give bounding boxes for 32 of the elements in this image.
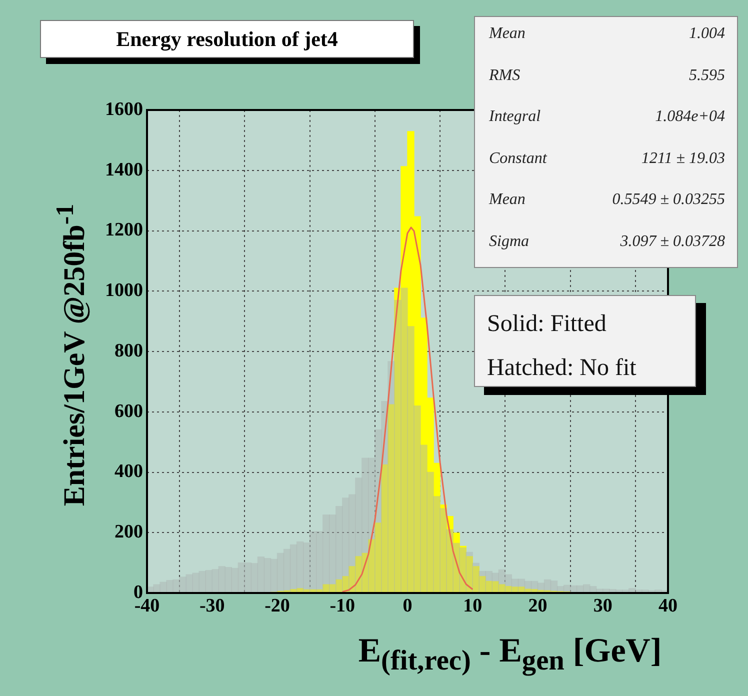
y-tick-label: 400: [114, 461, 143, 482]
y-tick-label: 1400: [105, 159, 143, 180]
annotation: Solid: Fitted: [487, 310, 608, 339]
text: RMS: [489, 66, 520, 84]
y-tick-label: 200: [114, 522, 143, 543]
y-tick-label: 1600: [105, 98, 143, 120]
y-tick-label: 1200: [105, 220, 143, 241]
x-tick-label: 10: [463, 595, 482, 616]
annotation: Integral: [489, 108, 541, 126]
text: Mean: [489, 25, 526, 43]
x-tick-label: -30: [199, 595, 225, 616]
y-tick-label: 600: [114, 400, 143, 422]
annotation: Sigma: [489, 232, 529, 250]
x-tick-label: 30: [593, 595, 612, 616]
y-tick-label: 800: [114, 340, 143, 362]
y-tick-label: 1000: [105, 280, 143, 302]
annotation: Mean: [489, 191, 526, 209]
text: 1.004: [689, 25, 725, 43]
annotation: 1211 ± 19.03: [641, 150, 725, 168]
annotation: Hatched: No fit: [487, 354, 638, 383]
annotation: Constant: [489, 150, 547, 168]
x-tick-label: 0: [402, 595, 412, 616]
annotation: 0.5549 ± 0.03255: [612, 191, 725, 209]
x-tick-label: -10: [330, 595, 356, 616]
text: 5.595: [689, 66, 725, 84]
annotation: 3.097 ± 0.03728: [620, 232, 725, 250]
x-tick-label: 20: [528, 595, 548, 616]
annotation: 1.084e+04: [655, 108, 725, 126]
x-tick-label: 40: [658, 595, 678, 616]
chart-title: Energy resolution of jet4: [40, 20, 414, 58]
x-tick-label: -20: [264, 595, 290, 616]
x-axis-title: E$_{(fit,rec)}$ - E$_{gen}$ [GeV]: [358, 632, 662, 678]
